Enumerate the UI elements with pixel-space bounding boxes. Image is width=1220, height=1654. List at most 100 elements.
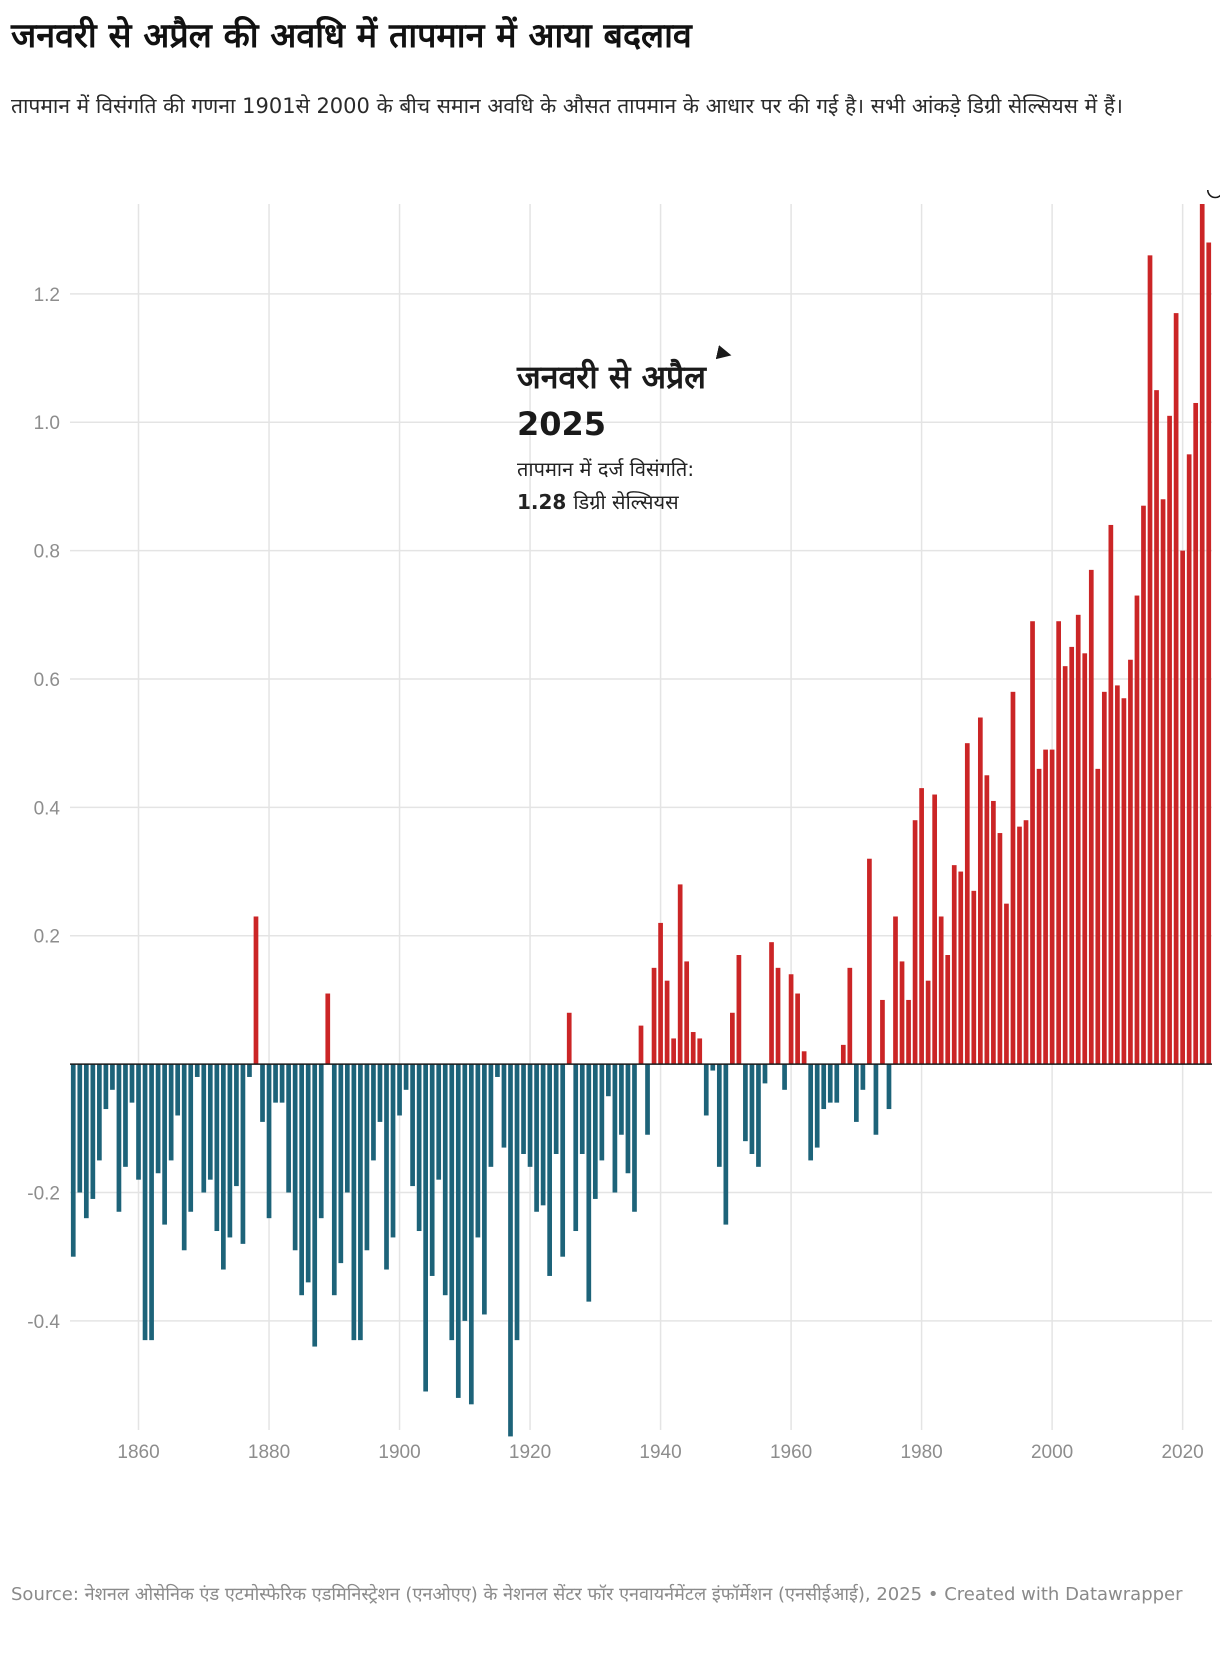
bar-2005 bbox=[1082, 653, 1088, 1065]
bar-1892 bbox=[344, 1064, 350, 1193]
bar-1902 bbox=[410, 1064, 415, 1187]
bar-2023 bbox=[1199, 204, 1205, 1065]
bar-1884 bbox=[292, 1064, 298, 1251]
bar-1968 bbox=[840, 1044, 846, 1065]
bar-1912 bbox=[475, 1064, 481, 1238]
annotation-value: 1.28 bbox=[517, 490, 566, 514]
bar-1984 bbox=[945, 955, 951, 1065]
bar-1881 bbox=[273, 1064, 278, 1103]
bar-1939 bbox=[651, 967, 657, 1065]
bar-1928 bbox=[579, 1064, 585, 1154]
bar-1911 bbox=[468, 1064, 474, 1405]
bar-1888 bbox=[318, 1064, 324, 1219]
bar-1972 bbox=[867, 858, 872, 1065]
bar-1901 bbox=[403, 1064, 409, 1090]
bar-2010 bbox=[1115, 685, 1120, 1065]
bar-1898 bbox=[384, 1064, 389, 1270]
bar-2008 bbox=[1101, 691, 1107, 1065]
bar-1852 bbox=[83, 1064, 89, 1219]
bar-1999 bbox=[1043, 749, 1048, 1065]
bar-1889 bbox=[325, 993, 331, 1065]
bar-1941 bbox=[664, 980, 670, 1065]
bar-1992 bbox=[997, 833, 1003, 1065]
bar-1895 bbox=[364, 1064, 370, 1251]
bar-1876 bbox=[240, 1064, 246, 1244]
bar-1998 bbox=[1036, 768, 1042, 1065]
bar-1853 bbox=[90, 1064, 96, 1199]
bar-1878 bbox=[253, 916, 259, 1065]
bar-1858 bbox=[123, 1064, 128, 1167]
bar-1990 bbox=[984, 775, 990, 1065]
y-tick-label: 1.0 bbox=[34, 413, 60, 434]
bar-1910 bbox=[462, 1064, 468, 1321]
y-tick-label: 0.2 bbox=[34, 927, 60, 948]
bar-1916 bbox=[501, 1064, 507, 1148]
bar-1872 bbox=[214, 1064, 220, 1232]
bar-1964 bbox=[814, 1064, 820, 1148]
bar-1857 bbox=[116, 1064, 122, 1212]
bar-1995 bbox=[1017, 826, 1022, 1065]
bar-2019 bbox=[1173, 313, 1179, 1065]
bar-2020 bbox=[1180, 550, 1185, 1065]
bar-1887 bbox=[312, 1064, 318, 1347]
bar-1894 bbox=[358, 1064, 363, 1341]
bar-2009 bbox=[1108, 524, 1114, 1065]
bar-2024 bbox=[1206, 242, 1212, 1065]
bar-1970 bbox=[854, 1064, 859, 1122]
bar-1977 bbox=[899, 961, 905, 1065]
bar-1851 bbox=[77, 1064, 83, 1193]
bar-1856 bbox=[110, 1064, 115, 1090]
y-tick-label: 0.4 bbox=[34, 798, 61, 819]
bar-1879 bbox=[260, 1064, 265, 1122]
bar-1959 bbox=[782, 1064, 787, 1090]
annotation-year: 2025 bbox=[517, 405, 606, 443]
bar-1982 bbox=[932, 794, 938, 1065]
bar-1955 bbox=[756, 1064, 761, 1167]
bar-1897 bbox=[377, 1064, 383, 1122]
bar-1918 bbox=[514, 1064, 520, 1341]
bar-2001 bbox=[1056, 621, 1061, 1065]
bar-1865 bbox=[168, 1064, 174, 1161]
bar-1956 bbox=[762, 1064, 768, 1084]
bar-1983 bbox=[938, 916, 944, 1065]
bar-1924 bbox=[553, 1064, 559, 1154]
bar-1920 bbox=[527, 1064, 533, 1167]
bar-1915 bbox=[495, 1064, 500, 1077]
bar-1988 bbox=[971, 890, 977, 1065]
bar-1863 bbox=[155, 1064, 161, 1174]
bar-1868 bbox=[188, 1064, 194, 1212]
bar-2022 bbox=[1193, 402, 1199, 1065]
bar-1859 bbox=[129, 1064, 135, 1103]
bar-1965 bbox=[821, 1064, 827, 1110]
annotation-label: तापमान में दर्ज विसंगति: bbox=[517, 457, 694, 481]
bar-1946 bbox=[697, 1038, 703, 1065]
bar-1922 bbox=[540, 1064, 546, 1206]
bar-1960 bbox=[788, 974, 794, 1065]
bar-1903 bbox=[416, 1064, 422, 1232]
bar-1926 bbox=[566, 1012, 572, 1065]
bars bbox=[70, 204, 1212, 1437]
bar-1873 bbox=[221, 1064, 226, 1270]
bar-1976 bbox=[893, 916, 898, 1065]
bar-1899 bbox=[390, 1064, 396, 1238]
bar-1909 bbox=[455, 1064, 461, 1398]
annotation-heading: जनवरी से अप्रैल bbox=[516, 358, 707, 396]
bar-1937 bbox=[638, 1025, 644, 1065]
bar-1882 bbox=[279, 1064, 285, 1103]
bar-1951 bbox=[730, 1012, 735, 1065]
x-tick-label: 1940 bbox=[639, 1442, 681, 1463]
bar-1921 bbox=[534, 1064, 539, 1212]
bar-1891 bbox=[338, 1064, 344, 1264]
bar-1862 bbox=[149, 1064, 154, 1341]
bar-1917 bbox=[508, 1064, 513, 1437]
bar-1948 bbox=[710, 1064, 716, 1071]
bar-1896 bbox=[371, 1064, 376, 1161]
y-tick-label: -0.2 bbox=[27, 1184, 60, 1205]
bar-1989 bbox=[977, 717, 983, 1065]
x-tick-label: 2020 bbox=[1161, 1442, 1203, 1463]
bar-1997 bbox=[1030, 621, 1035, 1065]
y-tick-label: 0.6 bbox=[34, 670, 60, 691]
bar-1961 bbox=[795, 993, 800, 1065]
x-tick-label: 1880 bbox=[248, 1442, 290, 1463]
chart-subtitle: तापमान में विसंगति की गणना 1901से 2000 क… bbox=[11, 94, 1123, 118]
